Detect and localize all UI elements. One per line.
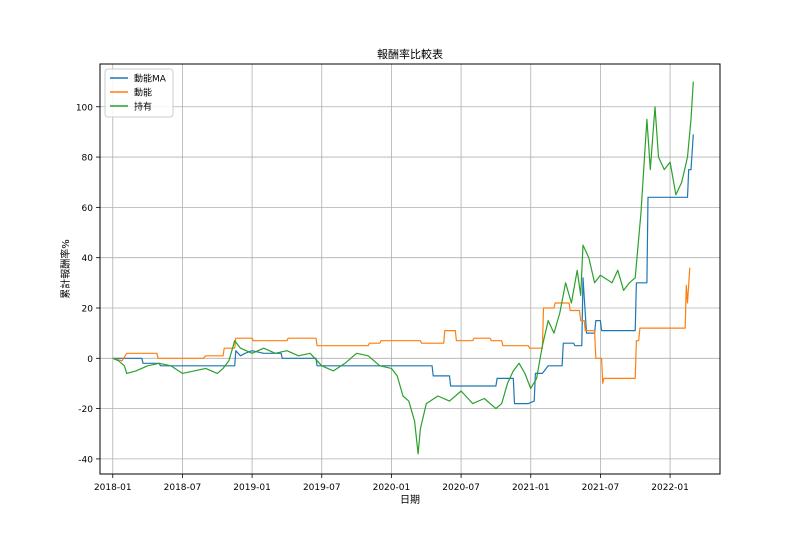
series-line-1 <box>112 134 694 405</box>
y-tick-label: 100 <box>76 103 93 113</box>
y-tick-label: 20 <box>82 304 94 314</box>
y-tick-label: 60 <box>82 204 94 214</box>
x-tick-label: 2018-01 <box>94 483 132 493</box>
x-tick-label: 2021-01 <box>512 483 550 493</box>
x-tick-label: 2019-07 <box>303 483 341 493</box>
legend-label-2: 動能 <box>134 87 152 99</box>
y-tick-label: 80 <box>82 154 94 164</box>
y-axis-label: 累計報酬率% <box>59 239 72 299</box>
chart-title: 報酬率比較表 <box>377 47 443 61</box>
x-tick-label: 2018-07 <box>164 483 202 493</box>
series-line-2 <box>112 267 691 384</box>
legend-label-1: 動能MA <box>134 73 167 85</box>
plot-frame <box>99 63 721 475</box>
x-tick-label: 2022-01 <box>651 483 689 493</box>
x-axis-label: 日期 <box>400 494 420 506</box>
y-tick-label: -20 <box>78 405 93 415</box>
y-tick-label: 40 <box>82 254 94 264</box>
ticks: 2018-01 2018-07 2019-01 2019-07 2020-01 2020-… <box>76 103 689 493</box>
legend-label-3: 持有 <box>134 101 152 113</box>
series-line-3 <box>112 81 694 455</box>
grid <box>100 64 720 474</box>
x-tick-label: 2021-07 <box>582 483 620 493</box>
x-tick-label: 2020-01 <box>373 483 411 493</box>
x-tick-label: 2020-07 <box>442 483 480 493</box>
x-tick-label: 2019-01 <box>233 483 271 493</box>
series-lines <box>112 81 694 455</box>
y-tick-label: -40 <box>78 455 93 465</box>
y-tick-label: 0 <box>87 355 93 365</box>
